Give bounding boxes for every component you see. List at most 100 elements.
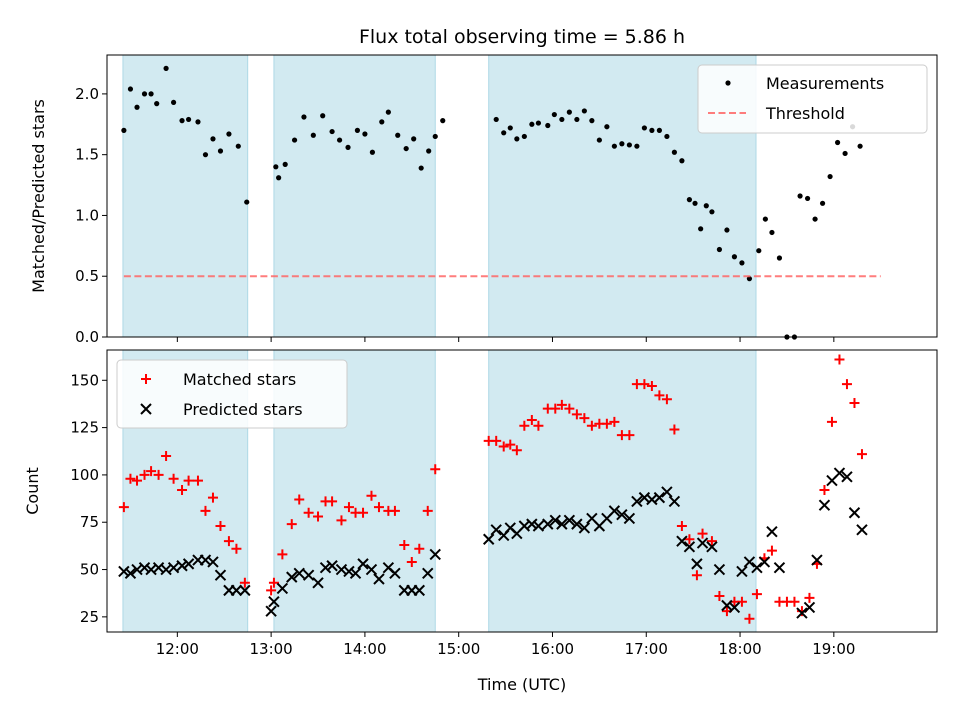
data-point [521, 133, 527, 140]
data-point [276, 582, 289, 595]
y-tick-label: 0.0 [75, 328, 99, 346]
data-point [739, 260, 745, 266]
data-point [709, 209, 715, 215]
data-point [286, 519, 297, 530]
data-point [411, 136, 417, 142]
legend-marker-measurements [725, 80, 731, 86]
data-point [286, 571, 298, 583]
data-point [684, 534, 695, 545]
data-point [743, 556, 756, 568]
data-point [422, 505, 433, 516]
data-point [653, 491, 666, 504]
panel-1: 0.0 0.5 1.0 1.5 2.0 Matched/Predicted stars Fl… [29, 26, 938, 346]
data-point [366, 490, 377, 501]
data-point [511, 445, 522, 456]
data-point [432, 133, 438, 140]
data-point [319, 561, 332, 574]
data-point [676, 521, 687, 532]
data-point [731, 254, 738, 260]
data-point [265, 605, 277, 617]
data-point [214, 569, 227, 581]
data-point [207, 556, 219, 568]
data-point [579, 413, 590, 424]
data-point [349, 567, 362, 580]
data-point [118, 565, 130, 578]
data-point [336, 515, 347, 526]
data-point [373, 573, 385, 585]
data-point [195, 119, 201, 125]
data-point [841, 379, 852, 390]
data-point [533, 420, 544, 431]
data-point [581, 108, 587, 114]
data-point [230, 584, 243, 597]
chart-title: Flux total observing time = 5.86 h [359, 26, 685, 48]
data-point [545, 122, 551, 129]
data-point [277, 549, 288, 560]
data-point [507, 125, 513, 131]
data-point [616, 508, 628, 521]
y-tick-label: 0.5 [75, 267, 99, 285]
data-point [713, 563, 726, 576]
data-point [532, 520, 545, 532]
data-point [724, 227, 730, 233]
data-point [608, 505, 621, 517]
data-point [679, 158, 685, 164]
data-point [631, 495, 643, 508]
data-point [310, 132, 316, 138]
legend-label-measurements: Measurements [766, 74, 884, 93]
data-point [413, 584, 426, 597]
data-point [773, 561, 786, 574]
data-point [756, 248, 762, 254]
data-point [235, 143, 241, 149]
data-point [379, 119, 385, 125]
x-tick-label: 12:00 [156, 640, 199, 658]
data-point [526, 415, 537, 426]
data-point [804, 195, 811, 202]
data-point [656, 127, 662, 133]
y-tick-label: 125 [70, 419, 99, 437]
data-point [389, 505, 400, 516]
data-point [691, 570, 702, 581]
data-point [139, 469, 150, 480]
data-point [611, 143, 617, 149]
legend-box [697, 64, 928, 134]
data-point [857, 143, 863, 149]
data-point [343, 502, 354, 513]
legend-label-matched: Matched stars [183, 370, 296, 389]
data-point [736, 565, 748, 578]
data-point [641, 125, 647, 131]
data-point [661, 394, 672, 405]
data-point [430, 464, 441, 475]
y-tick-label: 1.0 [75, 206, 99, 224]
data-point [354, 127, 361, 133]
data-point [519, 420, 530, 431]
data-point [812, 216, 818, 222]
x-tick-label: 18:00 [718, 640, 761, 658]
y-axis-label: Count [23, 467, 42, 515]
data-point [217, 148, 224, 154]
data-point [596, 137, 602, 143]
data-point [369, 149, 376, 155]
data-point [493, 116, 499, 123]
data-point [769, 229, 775, 236]
data-point [357, 558, 369, 570]
data-point [179, 118, 185, 124]
data-point [686, 197, 693, 203]
data-point [671, 149, 678, 155]
data-point [406, 556, 417, 567]
data-point [273, 164, 279, 170]
data-point [268, 596, 280, 608]
data-point [329, 128, 335, 135]
data-point [268, 577, 279, 588]
data-point [414, 543, 425, 554]
data-point [683, 541, 696, 553]
data-point [293, 567, 305, 580]
data-point [654, 390, 665, 401]
legend-label-threshold: Threshold [765, 104, 845, 123]
x-tick-label: 13:00 [250, 640, 293, 658]
x-tick-label: 19:00 [812, 640, 855, 658]
y-tick-label: 100 [70, 466, 99, 484]
data-point [303, 507, 314, 518]
y-tick-label: 1.5 [75, 146, 99, 164]
data-point [811, 554, 823, 566]
